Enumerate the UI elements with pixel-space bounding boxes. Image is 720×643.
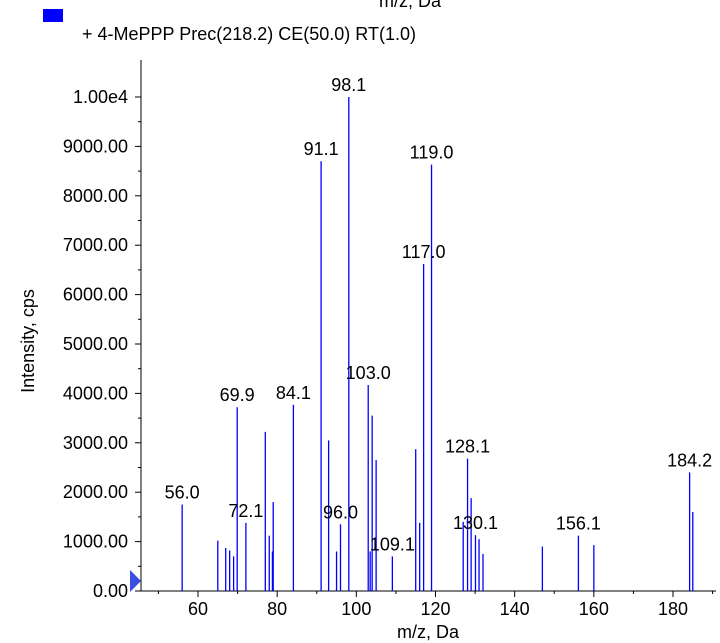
y-tick-label: 4000.00 [63, 383, 128, 403]
peak-label: 184.2 [667, 450, 712, 470]
spectrum-peaks [181, 97, 694, 591]
top-cut-axis-label: m/z, Da [379, 0, 442, 11]
x-tick-label: 80 [267, 599, 287, 619]
peak-label: 103.0 [346, 363, 391, 383]
peak-label: 84.1 [276, 383, 311, 403]
peak-label: 91.1 [304, 139, 339, 159]
peak-label: 56.0 [165, 483, 200, 503]
legend: + 4-MePPP Prec(218.2) CE(50.0) RT(1.0) [43, 9, 416, 44]
peak-label: 119.0 [410, 143, 454, 163]
x-axis-title: m/z, Da [397, 622, 460, 642]
y-tick-label: 7000.00 [63, 235, 128, 255]
y-tick-label: 6000.00 [63, 285, 128, 305]
x-tick-label: 60 [188, 599, 208, 619]
y-tick-label: 1000.00 [63, 532, 128, 552]
peak-label: 96.0 [323, 502, 358, 522]
x-tick-label: 160 [579, 599, 609, 619]
x-tick-label: 100 [341, 599, 371, 619]
peak-label: 72.1 [228, 501, 263, 521]
peak-label: 109.1 [370, 534, 415, 554]
peak-label: 117.0 [402, 242, 446, 262]
x-tick-label: 140 [500, 599, 530, 619]
y-axis-ticks: 0.00 1000.00 2000.00 3000.00 4000.00 5000.00 6… [63, 87, 141, 601]
x-tick-label: 120 [420, 599, 450, 619]
x-tick-label: 180 [658, 599, 688, 619]
y-tick-label: 3000.00 [63, 433, 128, 453]
y-tick-label: 2000.00 [63, 482, 128, 502]
peak-labels: 56.0 69.9 72.1 84.1 91.1 96.0 98.1 103.0 109.1 11… [165, 75, 713, 554]
x-axis-ticks: 60 80 100 120 140 160 180 [157, 591, 714, 619]
legend-entry: + 4-MePPP Prec(218.2) CE(50.0) RT(1.0) [82, 24, 416, 44]
peak-label: 69.9 [220, 385, 255, 405]
peak-label: 130.1 [453, 513, 498, 533]
y-tick-label: 1.00e4 [73, 87, 128, 107]
legend-swatch [43, 9, 63, 22]
peak-label: 128.1 [445, 437, 490, 457]
y-axis-zero-marker[interactable] [130, 570, 141, 592]
peak-label: 98.1 [331, 75, 366, 95]
y-tick-label: 9000.00 [63, 136, 128, 156]
y-axis-title: Intensity, cps [18, 289, 38, 393]
y-tick-label: 8000.00 [63, 186, 128, 206]
peak-label: 156.1 [556, 514, 601, 534]
y-tick-label: 0.00 [93, 581, 128, 601]
y-tick-label: 5000.00 [63, 334, 128, 354]
